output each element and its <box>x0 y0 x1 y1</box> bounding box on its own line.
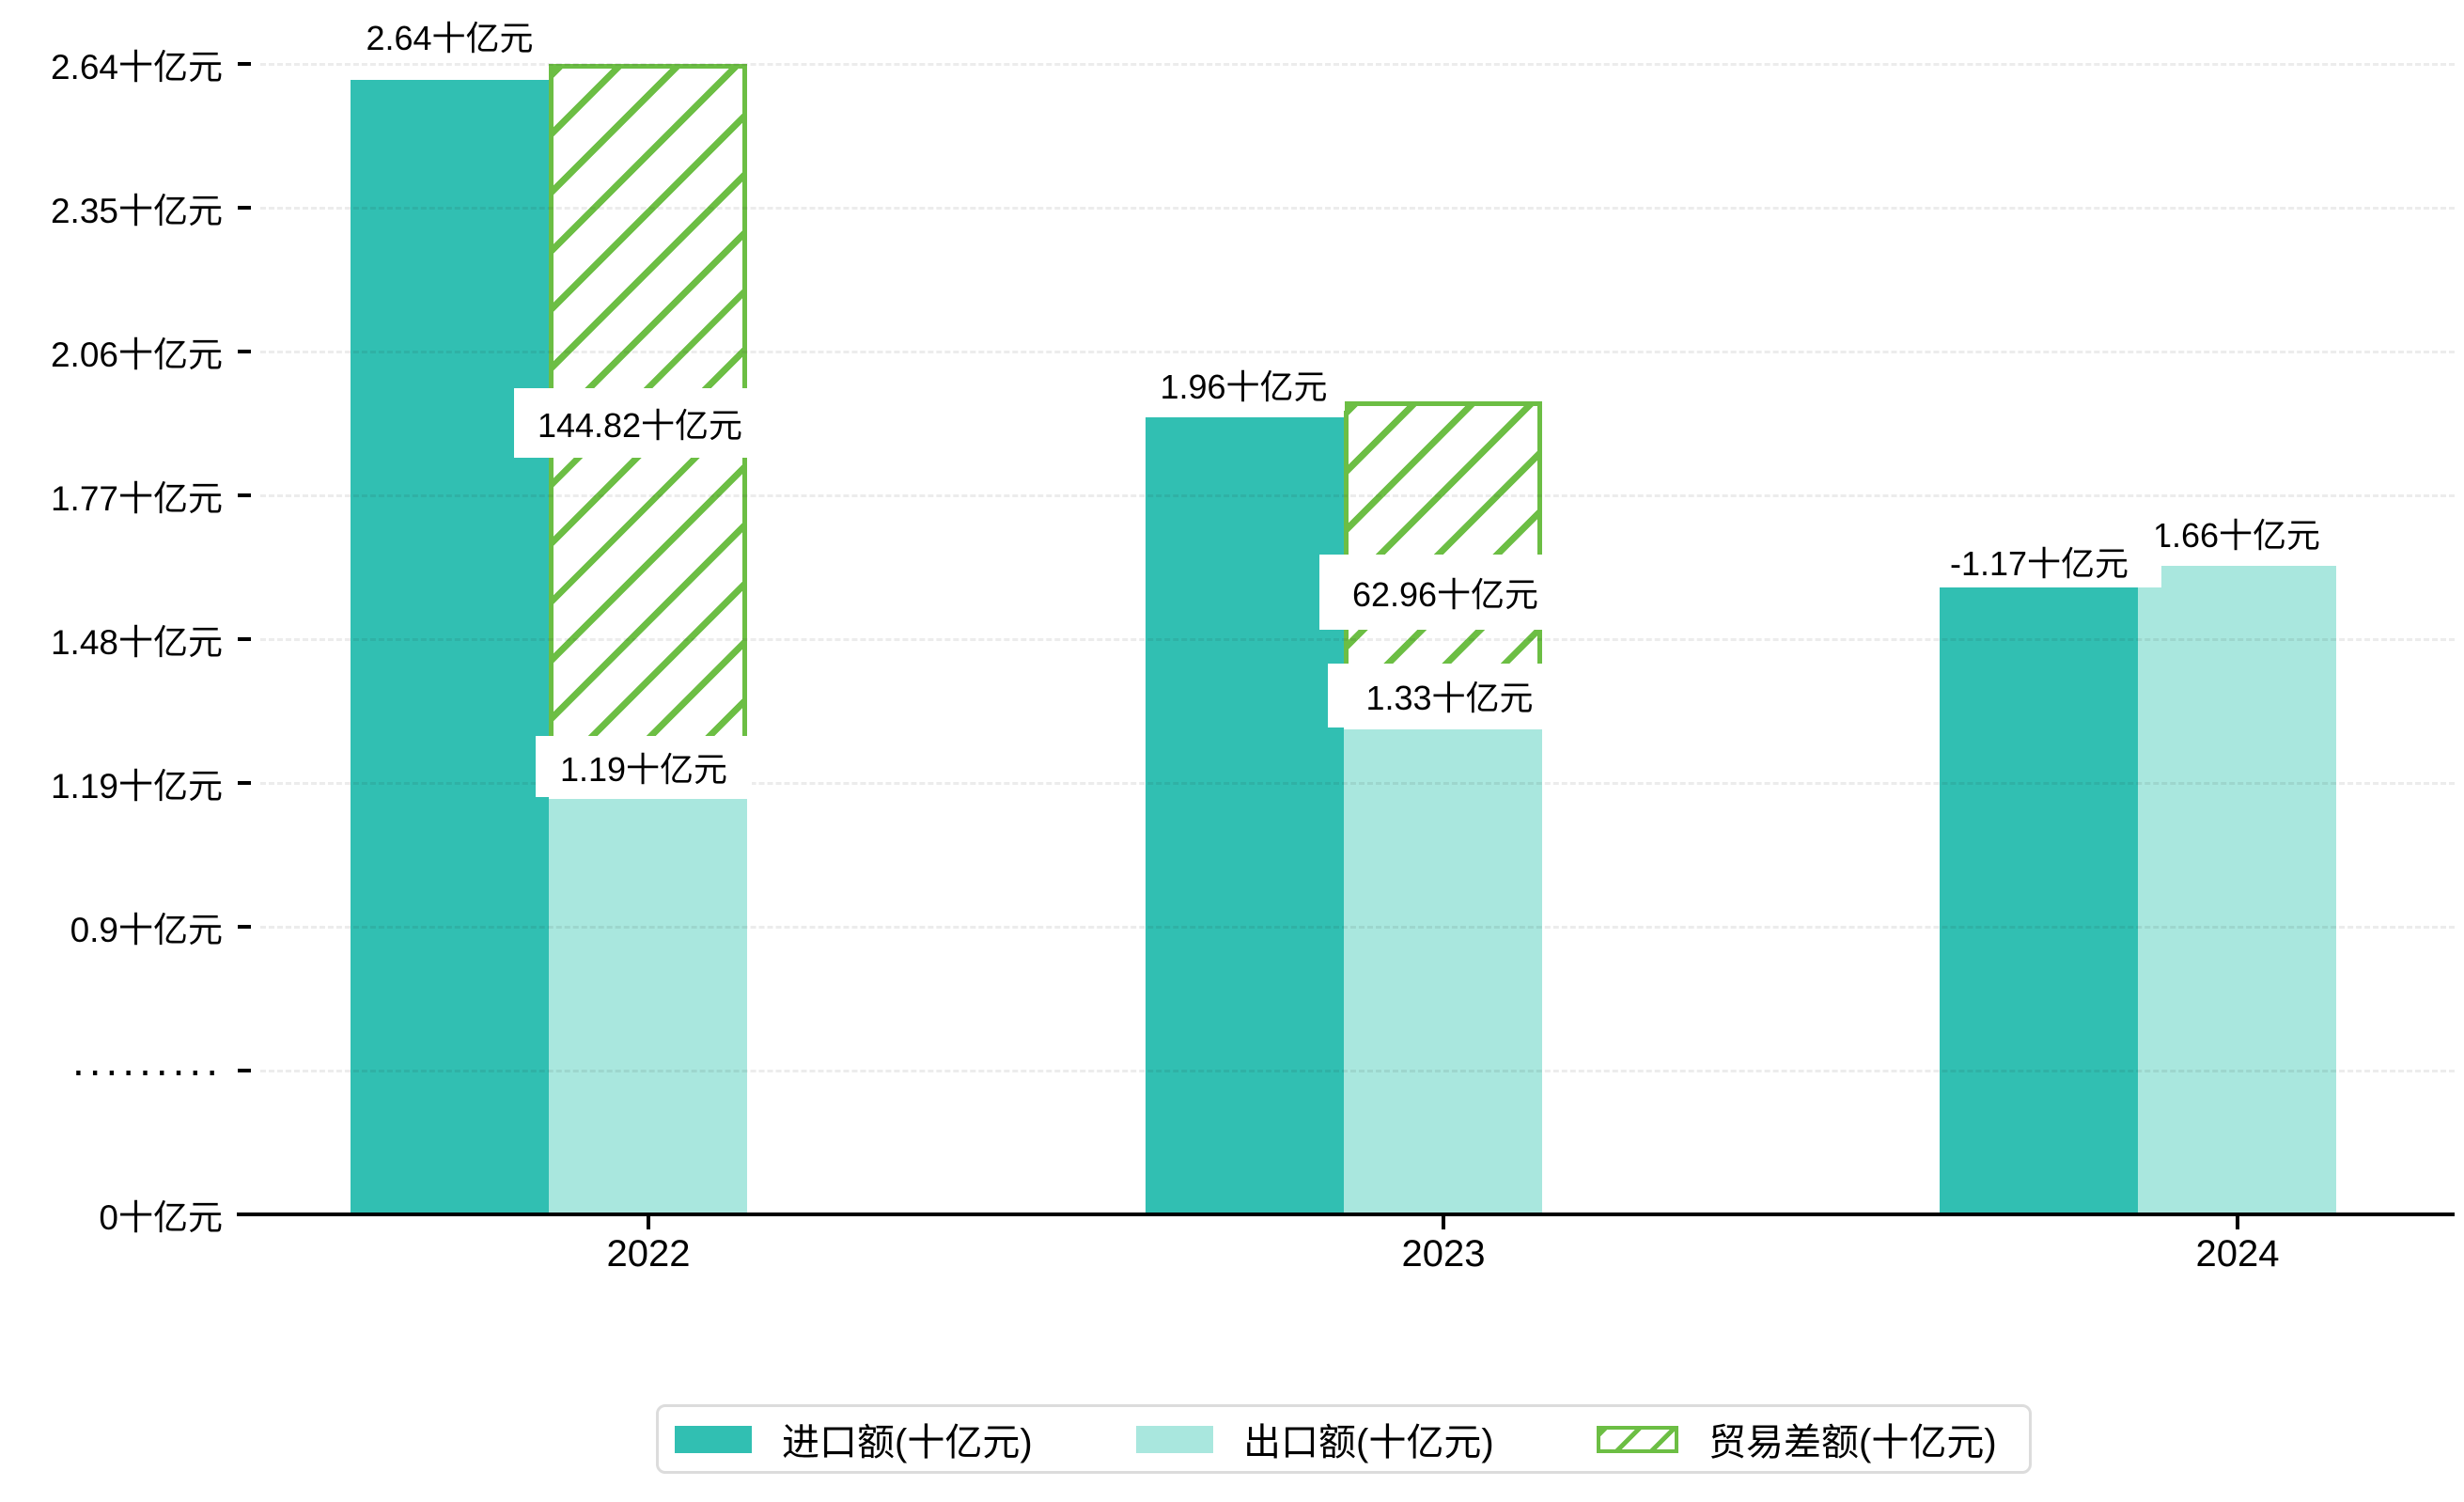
y-tick <box>238 62 251 66</box>
legend-item-export: 出口额(十亿元) <box>1136 1407 1494 1471</box>
legend-label-import: 进口额(十亿元) <box>782 1422 1033 1463</box>
y-axis-label: 2.64十亿元 <box>50 48 223 86</box>
legend-item-balance: 贸易差额(十亿元) <box>1597 1407 1997 1471</box>
x-tick-2024 <box>2235 1214 2239 1229</box>
gridline <box>260 1070 2455 1072</box>
legend-label-export: 出口额(十亿元) <box>1243 1422 1494 1463</box>
y-tick <box>238 925 251 929</box>
y-axis-label: 1.77十亿元 <box>50 479 223 518</box>
export-bar-2022 <box>549 799 747 1214</box>
export-bar-2023 <box>1344 729 1542 1214</box>
import-bar-2024 <box>1940 586 2138 1214</box>
gridline <box>260 63 2455 66</box>
legend-item-import: 进口额(十亿元) <box>675 1407 1033 1471</box>
data-label-import-2023: 1.96十亿元 <box>1143 358 1345 411</box>
y-tick <box>238 1069 251 1072</box>
x-axis-label-2023: 2023 <box>1401 1233 1486 1275</box>
data-label-export-2022: 1.19十亿元 <box>536 736 752 797</box>
axis-break-dots: ......... <box>71 1036 223 1085</box>
y-tick <box>238 637 251 641</box>
data-label-import-2022: 2.64十亿元 <box>349 9 551 62</box>
y-axis-label: 0十亿元 <box>99 1198 223 1237</box>
y-tick <box>238 350 251 353</box>
y-axis-label: 1.48十亿元 <box>50 623 223 662</box>
y-axis-label: 2.06十亿元 <box>50 336 223 374</box>
x-tick-2023 <box>1441 1214 1445 1229</box>
legend: 进口额(十亿元) 出口额(十亿元) 贸易差额(十亿元) <box>656 1404 2032 1474</box>
y-tick <box>238 206 251 210</box>
gridline <box>260 638 2455 641</box>
gridline <box>260 351 2455 353</box>
gridline <box>260 782 2455 785</box>
gridline <box>260 926 2455 929</box>
x-axis-label-2024: 2024 <box>2195 1233 2280 1275</box>
x-axis-label-2022: 2022 <box>606 1233 691 1275</box>
legend-label-balance: 贸易差额(十亿元) <box>1708 1422 1997 1463</box>
y-axis-label: 0.9十亿元 <box>70 911 223 949</box>
y-axis-label: 2.35十亿元 <box>50 192 223 230</box>
y-tick <box>238 781 251 785</box>
balance-hatch-swatch-icon <box>1597 1425 1678 1453</box>
import-swatch-icon <box>675 1425 752 1453</box>
data-label-export-2023: 1.33十亿元 <box>1328 664 1571 728</box>
x-tick-2022 <box>646 1214 650 1229</box>
y-axis-break-label: ......... <box>0 1036 223 1096</box>
export-bar-2024 <box>2138 566 2336 1214</box>
gridline <box>260 494 2455 497</box>
y-axis-label: 1.19十亿元 <box>50 767 223 806</box>
gridline <box>260 207 2455 210</box>
x-axis-line <box>237 1213 2455 1216</box>
import-bar-2022 <box>351 80 549 1214</box>
data-label-balance-2022: 144.82十亿元 <box>514 388 766 458</box>
data-label-export-2024: 1.66十亿元 <box>2135 505 2338 561</box>
data-label-balance-2023: 62.96十亿元 <box>1319 555 1571 630</box>
export-swatch-icon <box>1136 1425 1213 1453</box>
y-tick <box>238 493 251 497</box>
data-label-balance-2024: -1.17十亿元 <box>1917 535 2161 587</box>
import-bar-2023 <box>1146 416 1344 1214</box>
